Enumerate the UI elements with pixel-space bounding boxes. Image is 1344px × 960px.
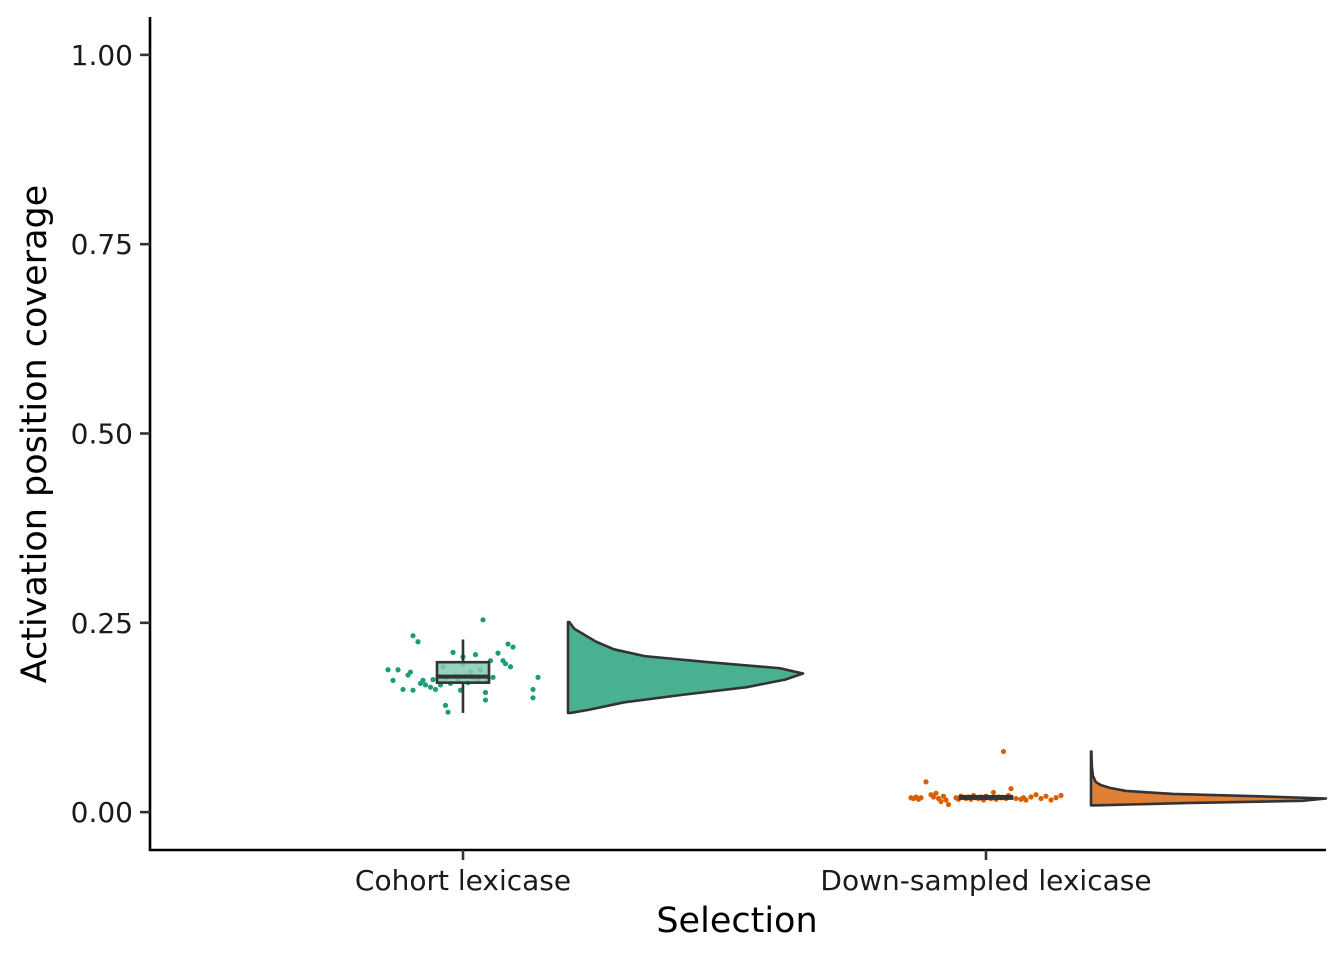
data-point (930, 794, 937, 800)
y-axis-title: Activation position coverage (15, 185, 55, 684)
data-point (430, 677, 436, 683)
data-point (482, 697, 489, 703)
y-tick-label: 0.25 (71, 607, 133, 640)
data-point (1048, 797, 1054, 803)
violin-shape (566, 620, 805, 715)
y-tick-label: 1.00 (71, 39, 133, 72)
x-tick-label: Cohort lexicase (355, 864, 571, 897)
data-point (530, 695, 536, 701)
data-point (1000, 748, 1007, 755)
y-tick-label: 0.00 (71, 796, 133, 829)
data-point (410, 687, 416, 693)
data-point (918, 795, 924, 801)
data-point (450, 649, 456, 655)
data-point (445, 709, 451, 715)
data-point (1043, 793, 1049, 799)
data-point (535, 674, 541, 680)
data-point (1058, 792, 1064, 799)
data-point (385, 667, 391, 673)
data-point (472, 652, 479, 658)
data-point (432, 686, 439, 693)
data-point (510, 644, 516, 650)
data-point (923, 779, 929, 785)
data-point (945, 801, 952, 808)
data-point (933, 790, 939, 796)
data-point (420, 677, 426, 683)
data-point (505, 641, 511, 647)
data-point (495, 650, 501, 656)
data-point (1023, 797, 1029, 803)
data-point (442, 702, 449, 708)
plot-area (385, 617, 1328, 808)
data-point (990, 789, 997, 796)
y-tick-label: 0.75 (71, 228, 133, 261)
ticks: 0.00 0.25 0.50 0.75 1.00 Cohort lexicase Down-… (71, 39, 1152, 897)
data-point (940, 793, 947, 799)
data-point (1038, 795, 1044, 802)
x-tick-label: Down-sampled lexicase (820, 864, 1151, 897)
data-point (390, 677, 396, 683)
data-point (480, 617, 486, 623)
group-0 (385, 617, 805, 715)
violin-shape (1089, 750, 1328, 807)
data-point (400, 686, 406, 693)
axes (148, 17, 1326, 852)
data-point (490, 674, 496, 680)
x-axis-title: Selection (656, 901, 817, 941)
data-point (482, 689, 489, 696)
data-point (943, 797, 949, 803)
group-1 (908, 748, 1328, 808)
data-point (507, 664, 514, 670)
data-point (1033, 792, 1039, 798)
data-point (1028, 794, 1034, 800)
data-point (1008, 786, 1014, 792)
data-point (395, 667, 401, 673)
data-point (502, 661, 509, 667)
data-point (407, 669, 414, 675)
data-point (422, 682, 429, 688)
data-point (415, 639, 421, 645)
data-point (410, 633, 416, 639)
data-point (1013, 795, 1019, 802)
data-point (530, 686, 536, 693)
box-iqr (435, 660, 491, 684)
data-point (427, 684, 434, 690)
data-point (938, 798, 944, 805)
y-tick-label: 0.50 (71, 418, 133, 451)
data-point (1053, 795, 1059, 801)
